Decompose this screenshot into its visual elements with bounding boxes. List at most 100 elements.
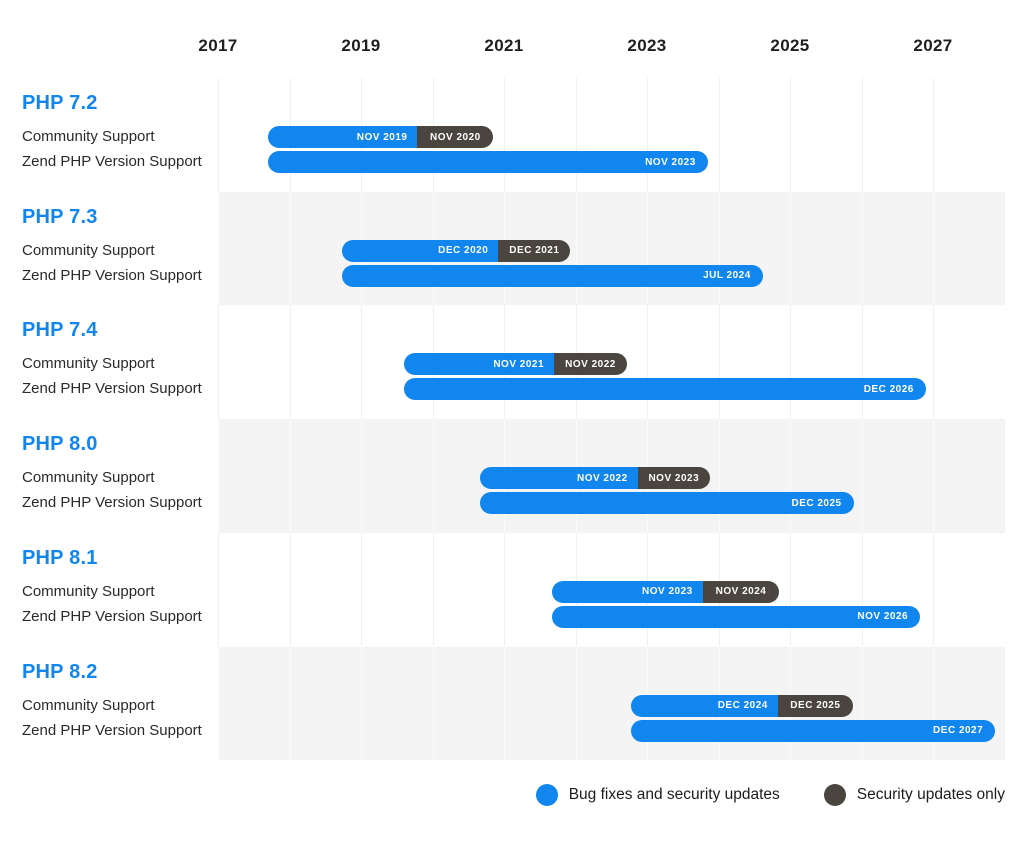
zend-support-bar: DEC 2027 (631, 719, 996, 742)
year-gridline (504, 532, 505, 647)
year-gridline (718, 419, 720, 533)
year-gridline (218, 532, 219, 647)
community-support-label: Community Support (22, 355, 155, 373)
version-section: DEC 2024 DEC 2025 DEC 2027 (218, 646, 1005, 761)
segment-end-date-label: JUL 2024 (703, 270, 751, 282)
axis-tick-label: 2019 (341, 36, 381, 55)
segment-end-date-label: DEC 2021 (509, 245, 560, 257)
segment-end-date-label: NOV 2022 (576, 472, 628, 484)
community-support-bar: DEC 2024 DEC 2025 (631, 694, 853, 717)
year-gridline (1004, 78, 1005, 192)
year-gridline (289, 419, 291, 533)
security-only-segment: NOV 2020 (417, 126, 494, 148)
segment-end-date-label: NOV 2023 (642, 586, 693, 598)
year-gridline (790, 78, 791, 192)
segment-end-date-label: NOV 2019 (356, 131, 408, 143)
php-version-title: PHP 7.2 (22, 92, 98, 114)
version-section: NOV 2021 NOV 2022 DEC 2026 (218, 305, 1005, 420)
year-gridline (861, 419, 863, 533)
year-gridline (861, 78, 863, 192)
zend-support-label: Zend PHP Version Support (22, 380, 202, 398)
year-gridline (361, 646, 362, 761)
legend-label: Security updates only (856, 786, 1005, 803)
community-support-label: Community Support (22, 128, 155, 145)
zend-support-label: Zend PHP Version Support (22, 153, 202, 170)
year-gridline (289, 305, 291, 420)
bug-fixes-segment: NOV 2023 (551, 580, 703, 603)
zend-support-label: Zend PHP Version Support (22, 607, 202, 625)
php-version-title: PHP 7.3 (22, 205, 98, 228)
year-gridline (933, 532, 934, 647)
year-gridline (861, 532, 863, 647)
php-version-title: PHP 8.2 (22, 660, 98, 683)
segment-end-date-label: NOV 2024 (715, 586, 767, 598)
blue-circle-icon (535, 784, 558, 806)
axis-tick-label: 2025 (770, 36, 810, 55)
year-gridline (432, 419, 434, 533)
legend-item-bug-fixes: Bug fixes and security updates (535, 784, 780, 806)
version-section: NOV 2019 NOV 2020 NOV 2023 (218, 78, 1005, 192)
php-version-title: PHP 8.0 (22, 433, 98, 456)
timeline-grid: NOV 2019 NOV 2020 NOV 2023 DEC 2020 DEC 2021… (218, 78, 1005, 761)
segment-end-date-label: DEC 2025 (791, 497, 842, 509)
year-gridline (933, 419, 934, 533)
community-support-label: Community Support (22, 582, 155, 600)
zend-support-label: Zend PHP Version Support (22, 721, 202, 739)
security-only-segment: DEC 2021 (498, 239, 571, 262)
axis-tick-label: 2021 (484, 36, 524, 55)
year-gridline (647, 305, 648, 420)
year-gridline (647, 191, 648, 306)
zend-support-bar: DEC 2026 (403, 378, 926, 401)
segment-end-date-label: DEC 2020 (438, 245, 489, 257)
year-gridline (289, 646, 291, 761)
security-only-segment: NOV 2022 (554, 353, 627, 376)
community-support-label: Community Support (22, 469, 155, 487)
year-gridline (575, 78, 577, 192)
community-support-bar: NOV 2023 NOV 2024 (551, 580, 780, 603)
php-version-title: PHP 7.4 (22, 319, 98, 342)
bug-fixes-segment: NOV 2022 (480, 467, 638, 490)
year-gridline (933, 305, 934, 420)
year-gridline (361, 419, 362, 533)
segment-end-date-label: DEC 2026 (863, 383, 914, 395)
community-support-bar: NOV 2019 NOV 2020 (268, 126, 494, 148)
year-gridline (504, 78, 505, 192)
legend: Bug fixes and security updates Security … (218, 782, 1005, 808)
zend-support-bar: NOV 2026 (551, 605, 921, 628)
segment-end-date-label: NOV 2023 (648, 472, 700, 484)
year-gridline (218, 191, 219, 306)
dark-circle-icon (823, 784, 846, 806)
year-gridline (718, 78, 720, 192)
year-gridline (218, 646, 219, 761)
axis-tick-label: 2017 (198, 36, 238, 55)
zend-support-bar: NOV 2023 (268, 151, 708, 173)
year-gridline (504, 646, 505, 761)
axis-tick-label: 2023 (627, 36, 667, 55)
segment-end-date-label: DEC 2025 (790, 700, 841, 711)
legend-label: Bug fixes and security updates (568, 786, 780, 803)
community-support-bar: NOV 2022 NOV 2023 (480, 467, 710, 490)
year-gridline (1004, 191, 1005, 306)
bug-fixes-segment: DEC 2024 (631, 694, 778, 717)
year-gridline (1004, 305, 1005, 420)
community-support-label: Community Support (22, 241, 155, 259)
security-only-segment: NOV 2024 (702, 580, 780, 603)
year-gridline (575, 646, 577, 761)
segment-end-date-label: DEC 2027 (933, 725, 984, 736)
year-gridline (218, 305, 219, 420)
community-support-label: Community Support (22, 696, 155, 714)
segment-end-date-label: NOV 2022 (565, 358, 616, 370)
bug-fixes-segment: NOV 2021 (403, 353, 555, 376)
year-gridline (218, 78, 219, 192)
bug-fixes-segment: NOV 2019 (268, 126, 418, 148)
year-gridline (718, 305, 720, 420)
year-gridline (289, 191, 291, 306)
zend-support-label: Zend PHP Version Support (22, 494, 202, 512)
year-gridline (361, 532, 362, 647)
segment-end-date-label: NOV 2020 (430, 131, 481, 143)
version-section: NOV 2023 NOV 2024 NOV 2026 (218, 532, 1005, 647)
zend-support-bar: JUL 2024 (342, 264, 763, 287)
year-gridline (575, 191, 577, 306)
year-gridline (790, 191, 791, 306)
